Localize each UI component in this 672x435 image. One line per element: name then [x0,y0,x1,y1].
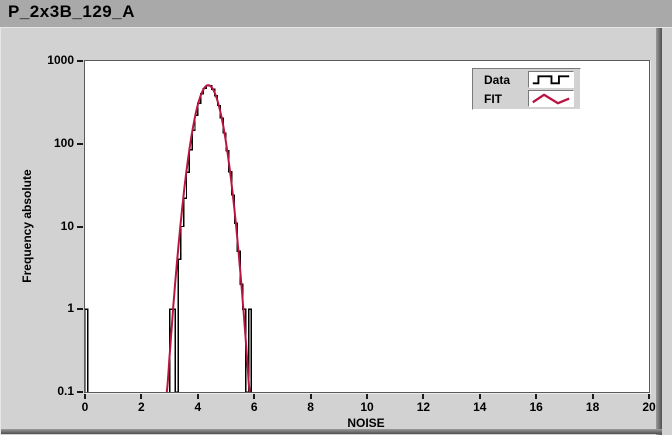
x-tick-mark [309,394,312,399]
x-tick-mark [84,394,86,399]
x-tick-mark [535,394,538,399]
y-tick-label: 1000 [47,53,74,67]
panel-shadow-right [656,28,662,435]
x-tick-label: 16 [529,400,543,414]
zigzag-line-icon [532,93,570,104]
x-tick-label: 10 [360,400,374,414]
y-tick-mark [77,142,83,145]
x-tick-mark [591,394,594,399]
x-tick-label: 2 [138,400,145,414]
x-tick-mark [253,394,256,399]
data-series-path [85,84,253,392]
fit-series-path [165,84,251,392]
x-tick-mark [140,394,143,399]
x-tick-label: 8 [307,400,314,414]
x-tick-label: 20 [642,400,656,414]
panel-body: 0 2 4 6 8 10 12 14 16 18 20 1000 100 10 1 0.1 NOISE Fre… [0,27,672,435]
x-tick-mark [648,394,650,399]
graph-canvas [85,84,253,392]
x-tick-label: 6 [250,400,258,414]
y-tick-mark [77,308,83,311]
legend-label-fit: FIT [484,91,502,106]
x-tick-label: 4 [194,400,202,414]
plot-legend: Data FIT [472,68,581,110]
legend-style-button-data[interactable] [528,71,574,88]
y-tick-label: 0.1 [57,384,74,398]
y-tick-label: 1 [67,301,74,316]
legend-label-data: Data [484,72,511,87]
panel-title: P_2x3B_129_A [8,2,135,21]
x-tick-mark [366,394,368,399]
y-tick-label: 100 [53,135,74,150]
y-tick-mark [77,391,83,393]
legend-row-fit: FIT [473,90,580,107]
y-tick-label: 10 [60,218,74,233]
legend-style-button-fit[interactable] [528,90,574,107]
step-line-icon [532,74,570,84]
y-tick-mark [77,60,83,62]
x-tick-mark [196,394,199,399]
x-tick-label: 18 [585,400,600,414]
x-tick-label: 14 [473,400,487,414]
window-titlebar: P_2x3B_129_A [0,0,672,28]
x-tick-mark [478,394,481,399]
x-tick-label: 0 [81,400,89,414]
panel-shadow-bottom [1,429,662,434]
y-tick-mark [77,225,83,228]
x-tick-mark [422,394,425,399]
x-axis-title: NOISE [347,416,385,430]
x-tick-label: 12 [416,400,431,414]
legend-row-data: Data [473,71,580,88]
